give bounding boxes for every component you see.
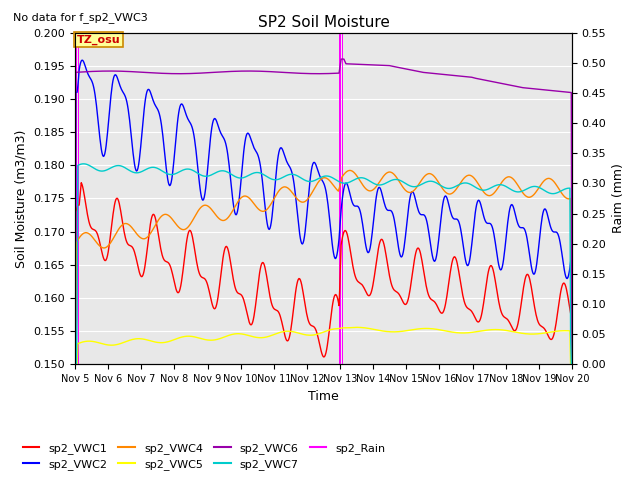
Legend: sp2_VWC1, sp2_VWC2, sp2_VWC4, sp2_VWC5, sp2_VWC6, sp2_VWC7, sp2_Rain: sp2_VWC1, sp2_VWC2, sp2_VWC4, sp2_VWC5, …	[19, 438, 390, 474]
Bar	[76, 33, 77, 364]
Bar	[339, 33, 340, 364]
Y-axis label: Raim (mm): Raim (mm)	[612, 164, 625, 233]
Text: No data for f_sp2_VWC3: No data for f_sp2_VWC3	[13, 12, 148, 23]
Y-axis label: Soil Moisture (m3/m3): Soil Moisture (m3/m3)	[15, 129, 28, 268]
Bar	[342, 33, 344, 364]
X-axis label: Time: Time	[308, 390, 339, 403]
Text: TZ_osu: TZ_osu	[77, 35, 120, 45]
Title: SP2 Soil Moisture: SP2 Soil Moisture	[257, 15, 389, 30]
Bar	[77, 33, 79, 364]
